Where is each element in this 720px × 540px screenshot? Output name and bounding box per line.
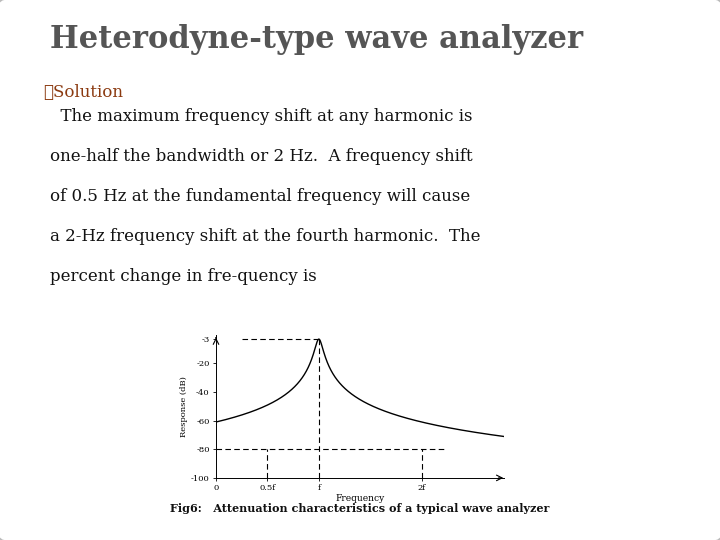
X-axis label: Frequency: Frequency [336, 494, 384, 503]
Y-axis label: Response (dB): Response (dB) [180, 376, 188, 437]
Text: The maximum frequency shift at any harmonic is: The maximum frequency shift at any harmo… [50, 108, 473, 125]
Text: Fig6:   Attenuation characteristics of a typical wave analyzer: Fig6: Attenuation characteristics of a t… [171, 503, 549, 514]
Text: ❧Solution: ❧Solution [43, 84, 123, 100]
Text: a 2-Hz frequency shift at the fourth harmonic.  The: a 2-Hz frequency shift at the fourth har… [50, 228, 481, 245]
Text: Heterodyne-type wave analyzer: Heterodyne-type wave analyzer [50, 24, 583, 55]
Text: one-half the bandwidth or 2 Hz.  A frequency shift: one-half the bandwidth or 2 Hz. A freque… [50, 148, 473, 165]
Text: percent change in fre-quency is: percent change in fre-quency is [50, 268, 317, 285]
Text: of 0.5 Hz at the fundamental frequency will cause: of 0.5 Hz at the fundamental frequency w… [50, 188, 471, 205]
